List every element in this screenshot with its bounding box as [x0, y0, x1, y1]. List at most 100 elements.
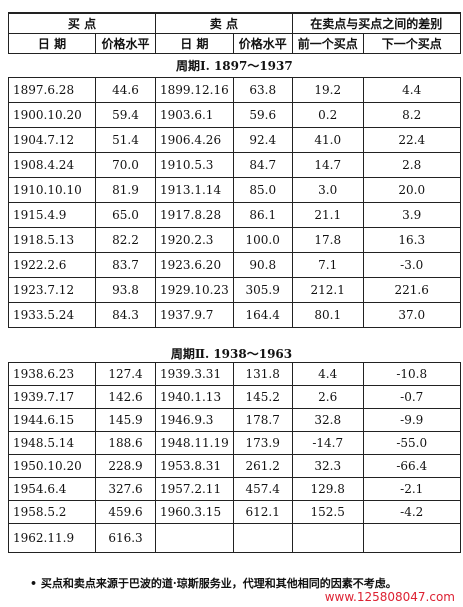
cell: 84.3 — [95, 302, 156, 328]
column-header: 日 期 — [8, 33, 96, 54]
cell: 178.7 — [232, 408, 293, 432]
cell: 81.9 — [95, 177, 156, 203]
data-row: 1939.7.17 142.6 1940.1.13 145.2 2.6 -0.7 — [8, 385, 461, 409]
cell: 21.1 — [291, 202, 364, 228]
data-row: 1910.10.10 81.9 1913.1.14 85.0 3.0 20.0 — [8, 177, 461, 203]
cell — [155, 523, 234, 553]
cell: 22.4 — [362, 127, 461, 153]
cell: 1953.8.31 — [155, 454, 234, 478]
cell: 129.8 — [291, 477, 364, 501]
cell: 41.0 — [291, 127, 364, 153]
cell: 63.8 — [232, 77, 293, 103]
header-row: 买 点卖 点在卖点与买点之间的差别 — [8, 12, 461, 34]
cell: 142.6 — [95, 385, 156, 409]
cell: 85.0 — [232, 177, 293, 203]
cell: 90.8 — [232, 252, 293, 278]
cell: 1933.5.24 — [8, 302, 96, 328]
cell: 0.2 — [291, 102, 364, 128]
cell: 92.4 — [232, 127, 293, 153]
cell: 8.2 — [362, 102, 461, 128]
cell: 1897.6.28 — [8, 77, 96, 103]
cell: 2.8 — [362, 152, 461, 178]
column-header: 下一个买点 — [362, 33, 461, 54]
cell: -2.1 — [362, 477, 461, 501]
cell: 1918.5.13 — [8, 227, 96, 253]
table-cycle-2: 1938.6.23 127.4 1939.3.31 131.8 4.4 -10.8 1939… — [8, 362, 461, 553]
data-row: 1938.6.23 127.4 1939.3.31 131.8 4.4 -10.8 — [8, 362, 461, 386]
cell: 17.8 — [291, 227, 364, 253]
cell: -4.2 — [362, 500, 461, 524]
cell: 1938.6.23 — [8, 362, 96, 386]
data-row: 1933.5.24 84.3 1937.9.7 164.4 80.1 37.0 — [8, 302, 461, 328]
cell: 221.6 — [362, 277, 461, 303]
section-row: 周期Ⅰ. 1897～1937 — [8, 53, 461, 78]
group-header: 卖 点 — [155, 12, 293, 34]
cell: 1929.10.23 — [155, 277, 234, 303]
cell: 1903.6.1 — [155, 102, 234, 128]
data-row: 1962.11.9 616.3 — [8, 523, 461, 553]
cell: 127.4 — [95, 362, 156, 386]
cell: 83.7 — [95, 252, 156, 278]
data-row: 1923.7.12 93.8 1929.10.23 305.9 212.1 221.6 — [8, 277, 461, 303]
cell: 173.9 — [232, 431, 293, 455]
cell: -0.7 — [362, 385, 461, 409]
footnote: • 买点和卖点来源于巴波的道·琼斯服务业，代理和其他相同的因素不考虑。 — [30, 577, 397, 590]
cell: 305.9 — [232, 277, 293, 303]
cell: 212.1 — [291, 277, 364, 303]
cell: 616.3 — [95, 523, 156, 553]
data-row: 1915.4.9 65.0 1917.8.28 86.1 21.1 3.9 — [8, 202, 461, 228]
cell: 457.4 — [232, 477, 293, 501]
cell: 1950.10.20 — [8, 454, 96, 478]
cell: 32.3 — [291, 454, 364, 478]
cell: 1923.7.12 — [8, 277, 96, 303]
cell: 145.9 — [95, 408, 156, 432]
cell — [291, 523, 364, 553]
cell: 1913.1.14 — [155, 177, 234, 203]
cell: 70.0 — [95, 152, 156, 178]
cell: 1937.9.7 — [155, 302, 234, 328]
table-cycle-1: 买 点卖 点在卖点与买点之间的差别日 期价格水平日 期价格水平 前一个买点 下一个买… — [8, 12, 461, 328]
data-row: 1904.7.12 51.4 1906.4.26 92.4 41.0 22.4 — [8, 127, 461, 153]
cell: 1923.6.20 — [155, 252, 234, 278]
cell: 1922.2.6 — [8, 252, 96, 278]
cell: 1954.6.4 — [8, 477, 96, 501]
cell: 51.4 — [95, 127, 156, 153]
data-row: 1950.10.20 228.9 1953.8.31 261.2 32.3 -66.4 — [8, 454, 461, 478]
cell: 612.1 — [232, 500, 293, 524]
cell: 1906.4.26 — [155, 127, 234, 153]
cell: 1939.3.31 — [155, 362, 234, 386]
cell: 59.4 — [95, 102, 156, 128]
cell: 1900.10.20 — [8, 102, 96, 128]
cell: 261.2 — [232, 454, 293, 478]
data-row: 1954.6.4 327.6 1957.2.11 457.4 129.8 -2.1 — [8, 477, 461, 501]
cell: 2.6 — [291, 385, 364, 409]
cell: -10.8 — [362, 362, 461, 386]
cell: 86.1 — [232, 202, 293, 228]
cell: 4.4 — [362, 77, 461, 103]
data-row: 1922.2.6 83.7 1923.6.20 90.8 7.1 -3.0 — [8, 252, 461, 278]
section-title: 周期Ⅱ. 1938～1963 — [170, 347, 293, 361]
cell — [232, 523, 293, 553]
data-row: 1918.5.13 82.2 1920.2.3 100.0 17.8 16.3 — [8, 227, 461, 253]
cell: 93.8 — [95, 277, 156, 303]
cell: 7.1 — [291, 252, 364, 278]
cell: 1939.7.17 — [8, 385, 96, 409]
group-header: 买 点 — [8, 12, 156, 34]
cell: 4.4 — [291, 362, 364, 386]
cell: 1946.9.3 — [155, 408, 234, 432]
cell: 1910.5.3 — [155, 152, 234, 178]
cell — [362, 523, 461, 553]
data-row: 1908.4.24 70.0 1910.5.3 84.7 14.7 2.8 — [8, 152, 461, 178]
cell: 1904.7.12 — [8, 127, 96, 153]
watermark: www.125808047.com — [324, 590, 455, 604]
cell: 1962.11.9 — [8, 523, 96, 553]
column-header: 前一个买点 — [291, 33, 364, 54]
cell: 1948.5.14 — [8, 431, 96, 455]
cell: 1908.4.24 — [8, 152, 96, 178]
cell: 84.7 — [232, 152, 293, 178]
cell: 16.3 — [362, 227, 461, 253]
cell: 1940.1.13 — [155, 385, 234, 409]
column-header: 日 期 — [155, 33, 234, 54]
cell: 1948.11.19 — [155, 431, 234, 455]
